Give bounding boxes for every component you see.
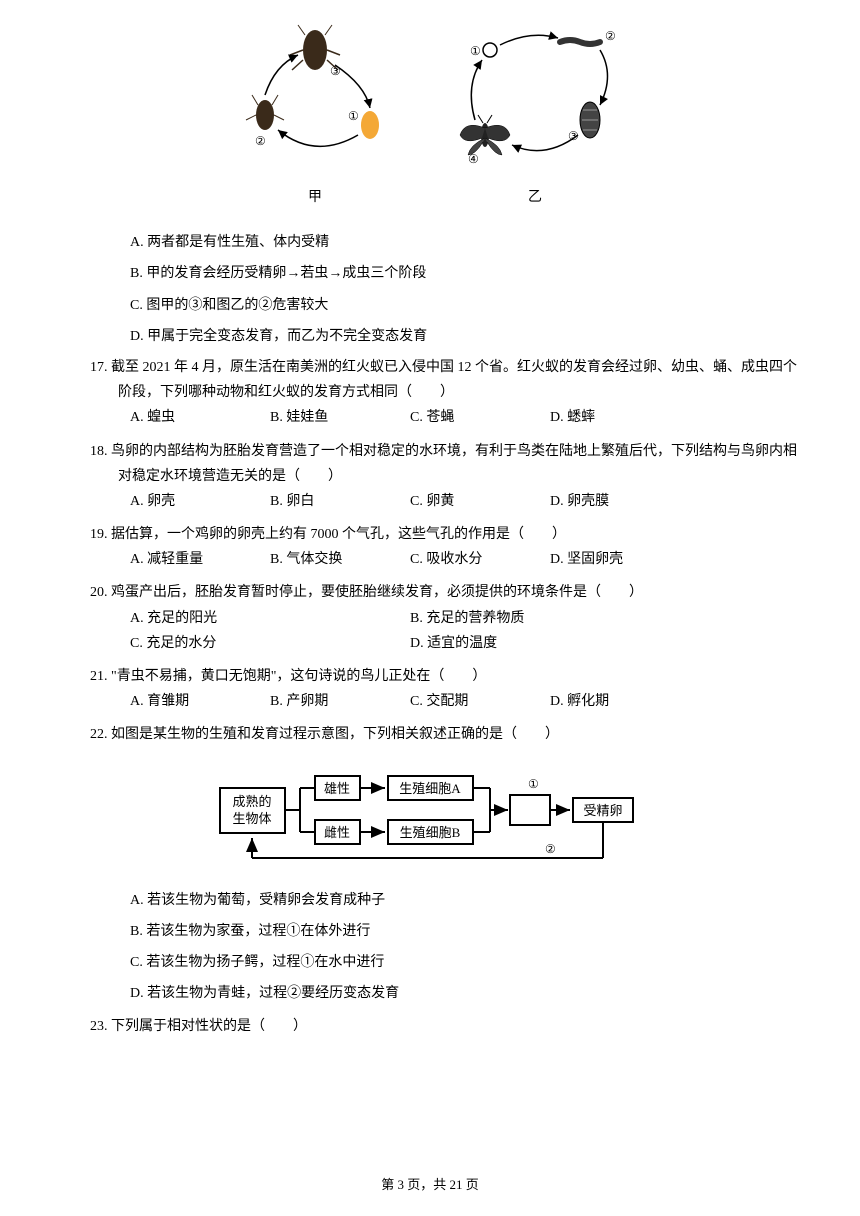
q17-d: D. 蟋蟀 — [550, 405, 690, 430]
question-21: 21. "青虫不易捕，黄口无饱期"，这句诗说的鸟儿正处在（ ） A. 育雏期 B… — [60, 664, 800, 714]
page-footer: 第 3 页，共 21 页 — [0, 1173, 860, 1196]
q18-b: B. 卵白 — [270, 489, 410, 514]
box-cell-a: 生殖细胞A — [399, 781, 461, 796]
q17-c: C. 苍蝇 — [410, 405, 550, 430]
diagram-right-label: 乙 — [528, 185, 542, 210]
reproduction-flowchart: 成熟的 生物体 雄性 雌性 生殖细胞A 生殖细胞B — [210, 758, 650, 878]
node-2-label-r: ② — [605, 29, 616, 43]
box-cell-b: 生殖细胞B — [400, 825, 461, 840]
lifecycle-diagram-right: ① ② ③ ④ — [440, 20, 630, 180]
q22-c: C. 若该生物为扬子鳄，过程①在水中进行 — [130, 950, 800, 975]
q19-b: B. 气体交换 — [270, 547, 410, 572]
q21-a: A. 育雏期 — [130, 689, 270, 714]
q23-text: 下列属于相对性状的是（ ） — [111, 1019, 307, 1034]
option-b: B. 甲的发育会经历受精卵→若虫→成虫三个阶段 — [130, 261, 800, 286]
q22-text: 如图是某生物的生殖和发育过程示意图，下列相关叙述正确的是（ ） — [111, 727, 559, 742]
box-mature-l2: 生物体 — [232, 811, 271, 826]
q20-num: 20. — [90, 585, 108, 600]
option-c: C. 图甲的③和图乙的②危害较大 — [130, 293, 800, 318]
q22-a: A. 若该生物为葡萄，受精卵会发育成种子 — [130, 888, 800, 913]
node-1-label-r: ① — [470, 44, 481, 58]
q23-num: 23. — [90, 1019, 108, 1034]
question-23: 23. 下列属于相对性状的是（ ） — [60, 1014, 800, 1039]
lifecycle-diagram-left: ③ ① ② — [230, 20, 400, 180]
q20-d: D. 适宜的温度 — [410, 631, 690, 656]
node-4-label-r: ④ — [468, 152, 479, 166]
diagram-yi: ① ② ③ ④ 乙 — [440, 20, 630, 210]
q22-d: D. 若该生物为青蛙，过程②要经历变态发育 — [130, 981, 800, 1006]
q17-b: B. 娃娃鱼 — [270, 405, 410, 430]
box-male: 雄性 — [324, 781, 350, 796]
question-17: 17. 截至 2021 年 4 月，原生活在南美洲的红火蚁已入侵中国 12 个省… — [60, 355, 800, 431]
q19-text: 据估算，一个鸡卵的卵壳上约有 7000 个气孔，这些气孔的作用是（ ） — [111, 527, 566, 542]
q19-c: C. 吸收水分 — [410, 547, 550, 572]
q18-num: 18. — [90, 444, 108, 459]
q19-d: D. 坚固卵壳 — [550, 547, 690, 572]
q17-num: 17. — [90, 360, 108, 375]
q19-a: A. 减轻重量 — [130, 547, 270, 572]
diagram-jia: ③ ① ② 甲 — [230, 20, 400, 210]
q21-num: 21. — [90, 669, 108, 684]
diagram-left-label: 甲 — [308, 185, 322, 210]
q16-options: A. 两者都是有性生殖、体内受精 B. 甲的发育会经历受精卵→若虫→成虫三个阶段… — [130, 230, 800, 349]
q20-a: A. 充足的阳光 — [130, 606, 410, 631]
label-proc1: ① — [528, 777, 539, 791]
q18-c: C. 卵黄 — [410, 489, 550, 514]
q21-d: D. 孵化期 — [550, 689, 690, 714]
q17-text: 截至 2021 年 4 月，原生活在南美洲的红火蚁已入侵中国 12 个省。红火蚁… — [111, 360, 797, 400]
question-20: 20. 鸡蛋产出后，胚胎发育暂时停止，要使胚胎继续发育，必须提供的环境条件是（ … — [60, 580, 800, 656]
option-d: D. 甲属于完全变态发育，而乙为不完全变态发育 — [130, 324, 800, 349]
node-1-label: ① — [348, 109, 359, 123]
question-19: 19. 据估算，一个鸡卵的卵壳上约有 7000 个气孔，这些气孔的作用是（ ） … — [60, 522, 800, 572]
q21-text: "青虫不易捕，黄口无饱期"，这句诗说的鸟儿正处在（ ） — [111, 669, 486, 684]
q21-c: C. 交配期 — [410, 689, 550, 714]
q19-num: 19. — [90, 527, 108, 542]
node-2-label: ② — [255, 134, 266, 148]
q17-a: A. 蝗虫 — [130, 405, 270, 430]
q22-num: 22. — [90, 727, 108, 742]
q20-c: C. 充足的水分 — [130, 631, 410, 656]
q22-b: B. 若该生物为家蚕，过程①在体外进行 — [130, 919, 800, 944]
q20-text: 鸡蛋产出后，胚胎发育暂时停止，要使胚胎继续发育，必须提供的环境条件是（ ） — [111, 585, 643, 600]
label-proc2: ② — [545, 842, 556, 856]
q18-d: D. 卵壳膜 — [550, 489, 690, 514]
box-mature-l1: 成熟的 — [232, 794, 271, 809]
option-a: A. 两者都是有性生殖、体内受精 — [130, 230, 800, 255]
question-18: 18. 鸟卵的内部结构为胚胎发育营造了一个相对稳定的水环境，有利于鸟类在陆地上繁… — [60, 439, 800, 515]
q18-text: 鸟卵的内部结构为胚胎发育营造了一个相对稳定的水环境，有利于鸟类在陆地上繁殖后代，… — [111, 444, 797, 484]
q18-a: A. 卵壳 — [130, 489, 270, 514]
box-fertilized: 受精卵 — [583, 803, 622, 818]
q21-b: B. 产卵期 — [270, 689, 410, 714]
box-female: 雌性 — [324, 825, 350, 840]
q20-b: B. 充足的营养物质 — [410, 606, 690, 631]
question-22: 22. 如图是某生物的生殖和发育过程示意图，下列相关叙述正确的是（ ） 成熟的 … — [60, 722, 800, 1006]
